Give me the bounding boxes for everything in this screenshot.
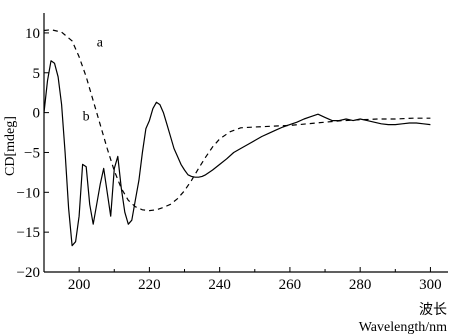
axis-layer: 10 5 0 −5 −10 −15 −20 200 220 240 260 280 300	[17, 13, 448, 293]
y-tick-label: −5	[24, 145, 40, 161]
series-b-line	[43, 60, 431, 247]
x-axis-title: Wavelength/nm	[359, 320, 447, 335]
y-tick-label: 0	[33, 106, 41, 122]
x-tick-label: 300	[419, 277, 442, 293]
y-tick-label: −20	[17, 265, 40, 281]
series-layer	[43, 29, 431, 247]
y-tick-label: 10	[25, 26, 40, 42]
y-tick-label: −15	[17, 225, 40, 241]
x-tick-label: 260	[279, 277, 302, 293]
x-tick-label: 220	[138, 277, 161, 293]
curve-label-b: b	[83, 110, 90, 125]
curve-label-a: a	[97, 35, 104, 50]
x-tick-label: 280	[349, 277, 372, 293]
x-tick-label: 240	[208, 277, 231, 293]
series-a-line	[43, 29, 431, 212]
y-axis-title: CD[mdeg]	[3, 116, 18, 176]
label-layer: ab	[83, 35, 104, 124]
y-tick-label: −10	[17, 185, 40, 201]
y-tick-label: 5	[33, 66, 41, 82]
x-tick-label: 200	[68, 277, 91, 293]
x-axis-title-chinese: 波长	[419, 302, 447, 318]
